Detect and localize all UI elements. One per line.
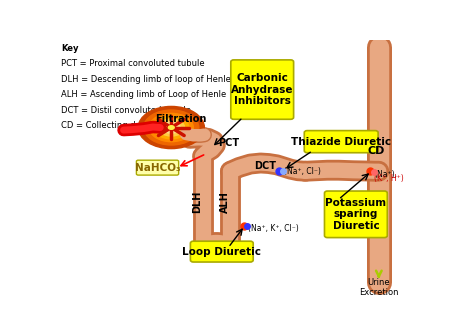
Text: PCT: PCT: [219, 138, 239, 148]
Text: Loop Diuretic: Loop Diuretic: [182, 246, 261, 257]
Text: CD = Collecting duct: CD = Collecting duct: [61, 121, 149, 130]
Ellipse shape: [138, 107, 204, 149]
Text: ALH = Ascending limb of Loop of Henle: ALH = Ascending limb of Loop of Henle: [61, 90, 227, 99]
Ellipse shape: [163, 122, 180, 133]
Text: (Na⁺),: (Na⁺),: [374, 170, 397, 179]
FancyBboxPatch shape: [304, 131, 378, 153]
Text: ALH: ALH: [220, 191, 230, 213]
Text: DCT: DCT: [254, 161, 276, 171]
Text: Potassium
sparing
Diuretic: Potassium sparing Diuretic: [325, 198, 386, 231]
Ellipse shape: [144, 110, 199, 145]
Ellipse shape: [154, 116, 189, 139]
Text: (Na⁺, Cl⁻): (Na⁺, Cl⁻): [284, 167, 321, 176]
Text: NaHCO₃: NaHCO₃: [135, 163, 180, 173]
Text: Urine
Excretion: Urine Excretion: [359, 278, 399, 297]
FancyBboxPatch shape: [137, 160, 179, 175]
FancyBboxPatch shape: [231, 60, 293, 119]
Text: Key: Key: [61, 44, 79, 53]
FancyBboxPatch shape: [325, 191, 387, 237]
Ellipse shape: [168, 126, 174, 129]
Text: DCT = Distil convoluted tubule: DCT = Distil convoluted tubule: [61, 106, 191, 115]
Text: CD: CD: [367, 146, 385, 156]
Ellipse shape: [158, 119, 184, 136]
Text: (K⁺, H⁺): (K⁺, H⁺): [374, 174, 404, 183]
Ellipse shape: [149, 113, 193, 142]
FancyBboxPatch shape: [191, 241, 253, 262]
Text: Thiazide Diuretic: Thiazide Diuretic: [291, 137, 391, 147]
Text: (Na⁺, K⁺, Cl⁻): (Na⁺, K⁺, Cl⁻): [248, 224, 299, 233]
Text: DLH: DLH: [192, 191, 202, 213]
Text: PCT = Proximal convoluted tubule: PCT = Proximal convoluted tubule: [61, 59, 205, 68]
Text: Carbonic
Anhydrase
Inhibitors: Carbonic Anhydrase Inhibitors: [231, 73, 293, 106]
Text: DLH = Descending limb of loop of Henle: DLH = Descending limb of loop of Henle: [61, 75, 231, 84]
Text: Filtration: Filtration: [155, 114, 206, 124]
